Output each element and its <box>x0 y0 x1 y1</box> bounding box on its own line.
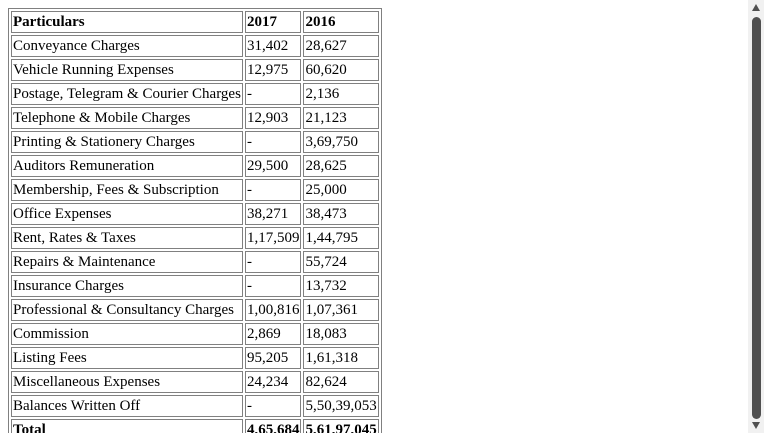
amount-cell: 21,123 <box>303 107 379 129</box>
amount-cell: 1,00,816 <box>244 299 302 321</box>
amount-cell: 18,083 <box>303 323 379 345</box>
table-row: Office Expenses 38,271 38,473 <box>11 203 379 225</box>
table-row: Miscellaneous Expenses 24,234 82,624 <box>11 371 379 393</box>
table-row: Listing Fees 95,205 1,61,318 <box>11 347 379 369</box>
amount-cell: - <box>244 275 302 297</box>
amount-cell: 3,69,750 <box>303 131 379 153</box>
table-row: Rent, Rates & Taxes 1,17,509 1,44,795 <box>11 227 379 249</box>
particular-cell: Repairs & Maintenance <box>11 251 243 273</box>
amount-cell: 4,65,684 <box>244 419 302 433</box>
particular-cell: Auditors Remuneration <box>11 155 243 177</box>
particular-cell: Telephone & Mobile Charges <box>11 107 243 129</box>
table-row: Balances Written Off -5,50,39,053 <box>11 395 379 417</box>
amount-cell: - <box>244 131 302 153</box>
amount-cell: - <box>244 179 302 201</box>
table-row: Telephone & Mobile Charges 12,903 21,123 <box>11 107 379 129</box>
amount-cell: 95,205 <box>244 347 302 369</box>
expense-table: Particulars 2017 2016 Conveyance Charges 31,… <box>8 8 382 433</box>
scrollbar[interactable] <box>748 0 764 433</box>
particular-cell: Conveyance Charges <box>11 35 243 57</box>
table-row: Postage, Telegram & Courier Charges -2,13… <box>11 83 379 105</box>
amount-cell: 31,402 <box>244 35 302 57</box>
amount-cell: 12,975 <box>244 59 302 81</box>
amount-cell: - <box>244 251 302 273</box>
viewport: Particulars 2017 2016 Conveyance Charges 31,… <box>8 8 382 433</box>
amount-cell: 1,17,509 <box>244 227 302 249</box>
particular-cell: Membership, Fees & Subscription <box>11 179 243 201</box>
amount-cell: 5,61,97,045 <box>303 419 379 433</box>
scroll-thumb[interactable] <box>752 17 761 419</box>
particular-cell: Printing & Stationery Charges <box>11 131 243 153</box>
scroll-down[interactable] <box>752 422 760 429</box>
amount-cell: 1,07,361 <box>303 299 379 321</box>
particular-cell: Professional & Consultancy Charges <box>11 299 243 321</box>
table-row: Total 4,65,684 5,61,97,045 <box>11 419 379 433</box>
table-row: Vehicle Running Expenses 12,975 60,620 <box>11 59 379 81</box>
amount-cell: 2,136 <box>303 83 379 105</box>
amount-cell: 12,903 <box>244 107 302 129</box>
amount-cell: 2,869 <box>244 323 302 345</box>
amount-cell: 60,620 <box>303 59 379 81</box>
particular-cell: Office Expenses <box>11 203 243 225</box>
particular-cell: Vehicle Running Expenses <box>11 59 243 81</box>
table-row: Conveyance Charges 31,402 28,627 <box>11 35 379 57</box>
table-row: Insurance Charges -13,732 <box>11 275 379 297</box>
amount-cell: 55,724 <box>303 251 379 273</box>
scroll-up[interactable] <box>752 4 760 11</box>
amount-cell: 28,625 <box>303 155 379 177</box>
particular-cell: Rent, Rates & Taxes <box>11 227 243 249</box>
particular-cell: Postage, Telegram & Courier Charges <box>11 83 243 105</box>
particular-cell: Listing Fees <box>11 347 243 369</box>
table-row: Membership, Fees & Subscription -25,000 <box>11 179 379 201</box>
amount-cell: - <box>244 395 302 417</box>
amount-cell: 38,473 <box>303 203 379 225</box>
table-row: Printing & Stationery Charges -3,69,750 <box>11 131 379 153</box>
table-row: Commission 2,869 18,083 <box>11 323 379 345</box>
amount-cell: 28,627 <box>303 35 379 57</box>
scroll-arrows <box>752 4 760 429</box>
amount-cell: 25,000 <box>303 179 379 201</box>
amount-cell: 1,44,795 <box>303 227 379 249</box>
amount-cell: 5,50,39,053 <box>303 395 379 417</box>
table-row: Professional & Consultancy Charges 1,00,8… <box>11 299 379 321</box>
amount-cell: 24,234 <box>244 371 302 393</box>
header-cell: 2016 <box>303 11 379 33</box>
amount-cell: 29,500 <box>244 155 302 177</box>
header-cell: 2017 <box>244 11 302 33</box>
amount-cell: 1,61,318 <box>303 347 379 369</box>
amount-cell: 38,271 <box>244 203 302 225</box>
header-cell: Particulars <box>11 11 243 33</box>
particular-cell: Balances Written Off <box>11 395 243 417</box>
amount-cell: 82,624 <box>303 371 379 393</box>
particular-cell: Miscellaneous Expenses <box>11 371 243 393</box>
amount-cell: - <box>244 83 302 105</box>
particular-cell: Insurance Charges <box>11 275 243 297</box>
particular-cell: Total <box>11 419 243 433</box>
table-row: Auditors Remuneration 29,500 28,625 <box>11 155 379 177</box>
header-row: Particulars 2017 2016 <box>11 11 379 33</box>
particular-cell: Commission <box>11 323 243 345</box>
amount-cell: 13,732 <box>303 275 379 297</box>
table-row: Repairs & Maintenance -55,724 <box>11 251 379 273</box>
